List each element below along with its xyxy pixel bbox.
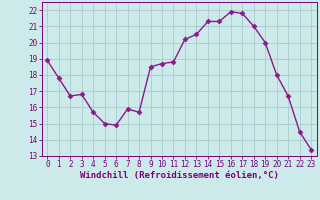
X-axis label: Windchill (Refroidissement éolien,°C): Windchill (Refroidissement éolien,°C): [80, 171, 279, 180]
